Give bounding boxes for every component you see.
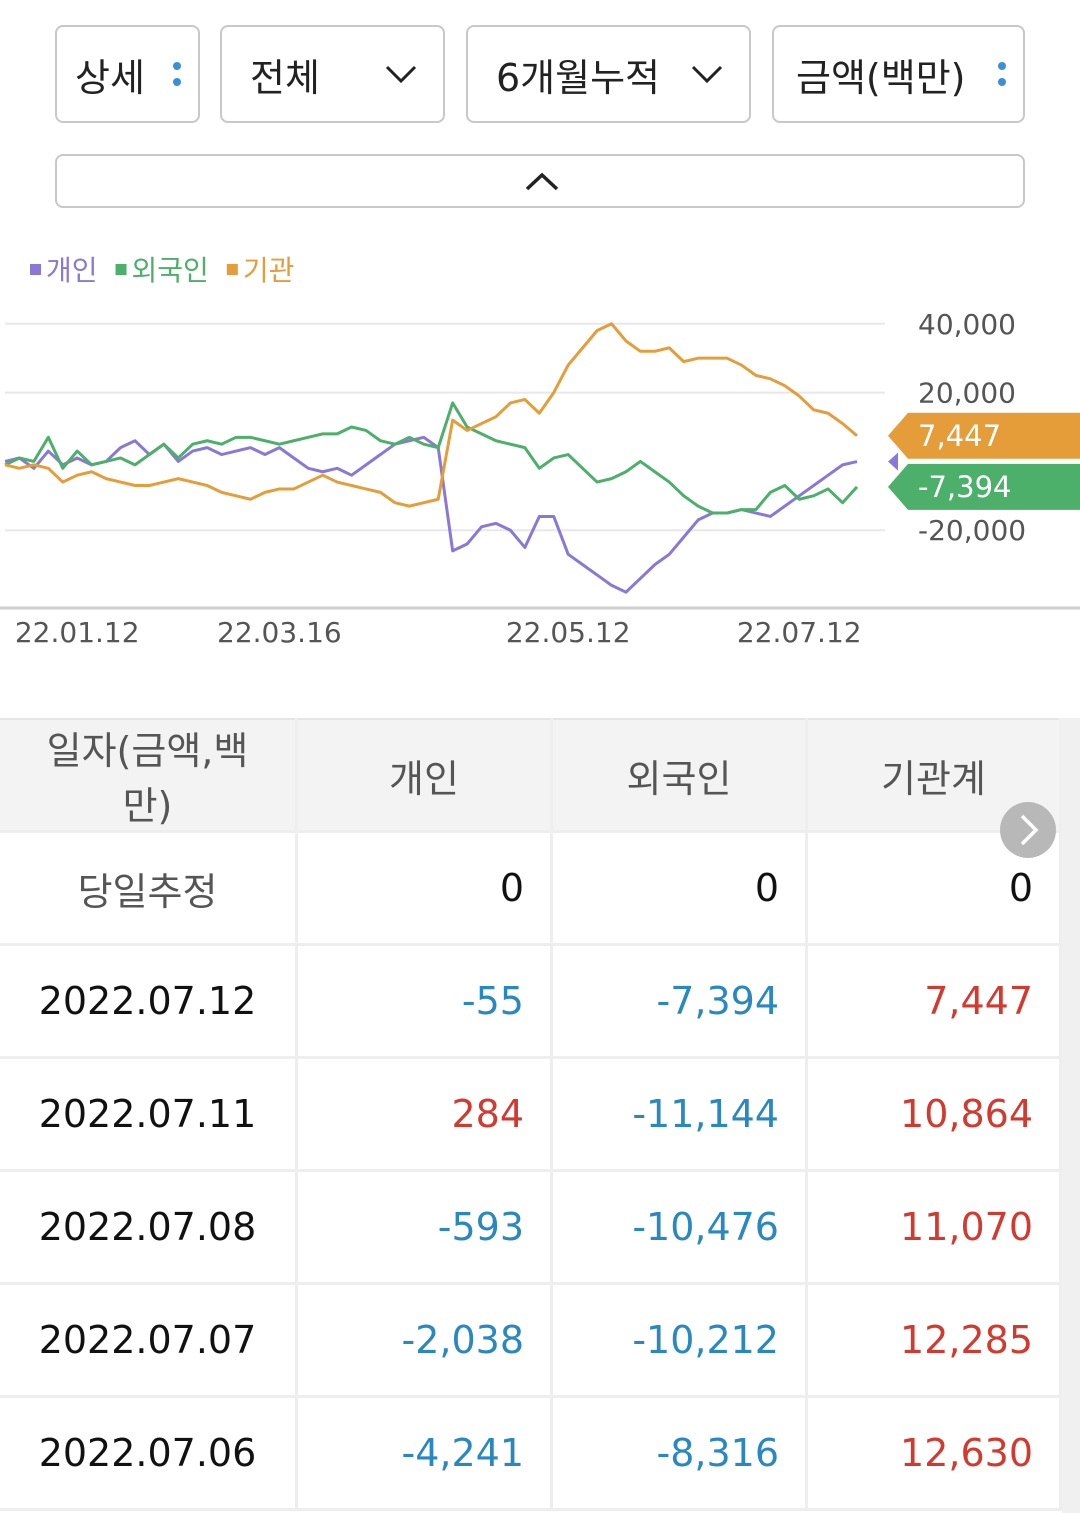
icon [997,27,1007,121]
table-cell: 2022.07.06 [0,1396,298,1511]
chart: 40,000 20,000 -20,000 22.01.12 22.03.16 22.05… [0,254,1080,649]
table-cell: -11,144 [551,1057,808,1172]
collapse-toggle[interactable] [55,154,1025,208]
table-row: 2022.07.07 -2,038 -10,212 12,285 [0,1283,1062,1398]
legend-label: 외국인 [132,254,209,287]
table-cell: -2,038 [296,1283,553,1398]
table-cell: 2022.07.12 [0,944,298,1059]
table-cell: -4,241 [296,1396,553,1511]
button-label: 상세 [75,55,145,100]
table-cell: 12,630 [806,1396,1062,1511]
end-badge-label: 7,447 [918,419,1001,453]
legend-label: 개인 [46,254,98,287]
table-cell: -10,212 [551,1283,808,1398]
y-tick-label: -20,000 [918,514,1026,547]
icon [385,27,417,121]
header-cell: 외국인 [551,718,808,833]
table-cell: 2022.07.11 [0,1057,298,1172]
series-line [4,322,858,508]
series-line [4,401,859,515]
x-tick-label: 22.01.12 [15,616,140,649]
table-row: 2022.07.12 -55 -7,394 7,447 [0,944,1062,1059]
y-tick-label: 40,000 [918,308,1016,341]
header-cell: 일자(금액,백만) [0,718,298,833]
table-row: 2022.07.08 -593 -10,476 11,070 [0,1170,1062,1285]
icon [172,27,182,121]
end-marker [888,452,898,471]
legend-swatch [30,264,41,275]
scroll-edge [1062,718,1080,1513]
table-cell: -7,394 [551,944,808,1059]
table-cell: 7,447 [806,944,1062,1059]
table-row: 2022.07.11 284 -11,144 10,864 [0,1057,1062,1172]
period-select[interactable]: 6개월누적 [466,25,751,123]
table-cell: 11,070 [806,1170,1062,1285]
scope-select[interactable]: 전체 [220,25,445,123]
legend-swatch [115,264,127,275]
table-cell: 284 [296,1057,553,1172]
detail-select[interactable]: 상세 [55,25,200,123]
x-tick-label: 22.07.12 [737,616,862,649]
table-cell: -8,316 [551,1396,808,1511]
unit-select[interactable]: 금액(백만) [772,25,1025,123]
legend-swatch [226,264,238,275]
table-cell: -593 [296,1170,553,1285]
table-cell: 2022.07.08 [0,1170,298,1285]
end-badge-label: -7,394 [918,470,1012,504]
table-cell: -10,476 [551,1170,808,1285]
x-tick-label: 22.05.12 [506,616,631,649]
table-cell: 0 [551,831,808,946]
icon [691,27,723,121]
scroll-right-button[interactable] [998,800,1058,860]
button-label: 6개월누적 [496,55,661,100]
table-cell: 당일추정 [0,831,298,946]
table-cell: 0 [296,831,553,946]
header-cell: 개인 [296,718,553,833]
header-row: 일자(금액,백만) 개인 외국인 기관계 [0,718,1062,833]
icon [525,172,559,191]
table-row: 당일추정 0 0 0 [0,831,1062,946]
end-badge [888,412,1080,459]
table-cell: 12,285 [806,1283,1062,1398]
series-line [4,435,858,594]
button-label: 전체 [250,55,320,100]
y-tick-label: 20,000 [918,377,1016,410]
table-row: 2022.07.06 -4,241 -8,316 12,630 [0,1396,1062,1511]
button-label: 금액(백만) [796,55,966,100]
table-cell: 2022.07.07 [0,1283,298,1398]
legend-label: 기관 [243,254,295,287]
data-table: 일자(금액,백만) 개인 외국인 기관계 당일추정 0 0 0 2022.07.12 -55 -7,… [0,718,1062,1511]
end-badge [888,463,1080,510]
x-tick-label: 22.03.16 [217,616,342,649]
table-cell: 10,864 [806,1057,1062,1172]
table-cell: -55 [296,944,553,1059]
